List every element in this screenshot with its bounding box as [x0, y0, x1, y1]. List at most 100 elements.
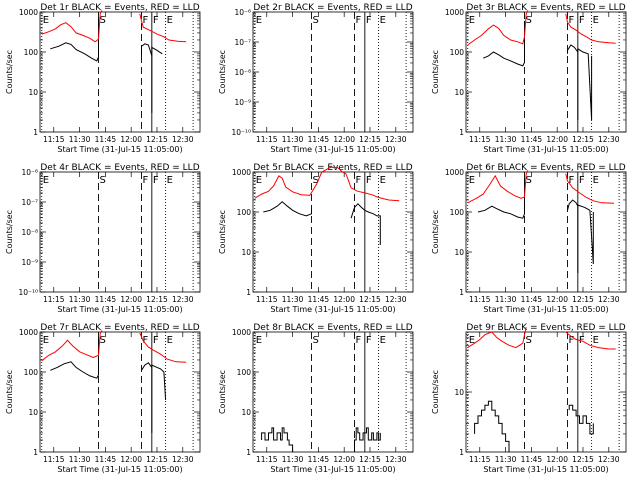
panel-7-ytick-label: 1000 [19, 328, 38, 337]
panel-6-ylabel: Counts/sec [431, 210, 440, 254]
panel-1-xtick-label: 12:30 [172, 135, 194, 144]
panel-3-xtick-label: 12:00 [546, 135, 568, 144]
panel-2-ytick-label: 10⁻¹⁰ [231, 128, 251, 137]
panel-8-series-events-2 [354, 427, 381, 452]
panel-6-series-events-2 [567, 199, 594, 273]
panel-6-ytick-label: 1000 [445, 168, 464, 177]
panel-4-marker-label: E [167, 175, 173, 186]
panel-6-marker-label: E [469, 175, 475, 186]
panel-7-series-lld-3 [41, 330, 103, 362]
panel-9-xlabel: Start Time (31-Jul-15 11:05:00) [483, 465, 608, 474]
panel-2-marker-label: F [366, 15, 372, 26]
panel-7-series-events-2 [141, 362, 167, 433]
panel-3-xtick-label: 11:15 [469, 135, 491, 144]
panel-5-marker-label: F [356, 175, 362, 186]
panel-3-xtick-label: 11:45 [521, 135, 543, 144]
panel-7-ytick-label: 10 [28, 408, 38, 417]
panel-7-xtick-label: 11:15 [43, 455, 65, 464]
panel-4-title: Det 4r BLACK = Events, RED = LLD [40, 163, 199, 173]
panel-7-ylabel: Counts/sec [5, 370, 14, 414]
panel-8-xtick-label: 12:00 [333, 455, 355, 464]
panel-5-xtick-label: 12:00 [333, 295, 355, 304]
panel-1-xtick-label: 11:30 [69, 135, 91, 144]
panel-5-series-events-2 [350, 203, 381, 245]
panel-6-xtick-label: 12:30 [598, 295, 620, 304]
panel-9-series-events-1 [474, 400, 510, 452]
panel-9-xtick-label: 12:30 [598, 455, 620, 464]
panel-8-marker-label: F [356, 335, 362, 346]
panel-2-ytick-label: 10⁻⁷ [234, 38, 251, 47]
panel-2-frame [252, 11, 414, 133]
panel-4-ytick-label: 10⁻⁸ [21, 228, 38, 237]
panel-2-ytick-label: 10⁻⁹ [234, 98, 251, 107]
panel-9-ytick-label: 10 [454, 388, 464, 397]
panel-3-xtick-label: 11:30 [495, 135, 517, 144]
panel-7-ytick-label: 1 [33, 448, 38, 457]
panel-9-marker-label: E [593, 335, 599, 346]
panel-3-ytick-label: 1 [459, 128, 464, 137]
panel-4-xlabel: Start Time (31-Jul-15 11:05:00) [57, 305, 182, 314]
panel-8-marker-label: F [366, 335, 372, 346]
panel-3-marker-label: F [579, 15, 585, 26]
panel-3-xtick-label: 12:15 [572, 135, 594, 144]
panel-3-marker-label: S [525, 15, 531, 26]
panel-3-series-events-1 [482, 20, 525, 67]
panel-5-ylabel: Counts/sec [218, 210, 227, 254]
panel-8-xtick-label: 12:15 [359, 455, 381, 464]
panel-9-xtick-label: 12:15 [572, 455, 594, 464]
panel-8-title: Det 8r BLACK = Events, RED = LLD [253, 323, 412, 333]
panel-9-marker-label: S [525, 335, 531, 346]
panel-1-ytick-label: 10 [28, 88, 38, 97]
panel-2-xtick-label: 12:00 [333, 135, 355, 144]
panel-1-series-events-1 [50, 18, 99, 62]
panel-5-marker-label: F [366, 175, 372, 186]
panel-1-ytick-label: 100 [24, 48, 39, 57]
panel-5-xtick-label: 12:15 [359, 295, 381, 304]
panel-7-xlabel: Start Time (31-Jul-15 11:05:00) [57, 465, 182, 474]
panel-2-marker-label: E [256, 15, 262, 26]
panel-2-ytick-label: 10⁻⁸ [234, 68, 251, 77]
panel-6-ytick-label: 1 [459, 288, 464, 297]
panel-8-marker-label: S [312, 335, 318, 346]
panel-8-xlabel: Start Time (31-Jul-15 11:05:00) [270, 465, 395, 474]
panel-6-frame [465, 171, 627, 293]
panel-2-xtick-label: 11:30 [282, 135, 304, 144]
panel-7-xtick-label: 11:45 [95, 455, 117, 464]
panel-5-ytick-label: 100 [237, 208, 252, 217]
panel-4-ytick-label: 10⁻⁶ [21, 168, 38, 177]
panel-5-xtick-label: 11:15 [256, 295, 278, 304]
panel-8-ytick-label: 1 [246, 448, 251, 457]
panel-1-series-events-2 [141, 43, 163, 113]
panel-9-series-lld-3 [467, 327, 527, 349]
panel-6-marker-label: F [569, 175, 575, 186]
panel-7-xtick-label: 11:30 [69, 455, 91, 464]
panel-6-title: Det 6r BLACK = Events, RED = LLD [466, 163, 625, 173]
panel-1-series-lld-3 [41, 10, 103, 43]
panel-3-marker-label: E [469, 15, 475, 26]
panel-4-ytick-label: 10⁻⁹ [21, 258, 38, 267]
panel-6-xtick-label: 12:15 [572, 295, 594, 304]
panel-9-ytick-label: 1 [459, 448, 464, 457]
panel-7-marker-label: F [143, 335, 149, 346]
panel-2-marker-label: E [380, 15, 386, 26]
panel-8-xtick-label: 12:30 [385, 455, 407, 464]
panel-1-marker-label: E [43, 15, 49, 26]
panel-9-marker-label: E [469, 335, 475, 346]
panel-6-series-events-1 [477, 178, 525, 219]
panel-4-marker-label: F [143, 175, 149, 186]
panel-2-ylabel: Counts/sec [218, 50, 227, 94]
panel-3-series-lld-3 [467, 10, 529, 46]
panel-5-series-lld-3 [254, 166, 400, 202]
panel-3-ytick-label: 100 [450, 48, 465, 57]
panel-9-xtick-label: 11:45 [521, 455, 543, 464]
panel-5-ytick-label: 10 [241, 248, 251, 257]
panel-4-xtick-label: 12:00 [120, 295, 142, 304]
panel-9-xtick-label: 11:15 [469, 455, 491, 464]
panel-4-marker-label: S [99, 175, 105, 186]
panel-1-xtick-label: 12:00 [120, 135, 142, 144]
panel-9-title: Det 9r BLACK = Events, RED = LLD [466, 323, 625, 333]
panel-4-ylabel: Counts/sec [5, 210, 14, 254]
panel-4-ytick-label: 10⁻¹⁰ [18, 288, 38, 297]
panel-7-frame [39, 331, 201, 453]
